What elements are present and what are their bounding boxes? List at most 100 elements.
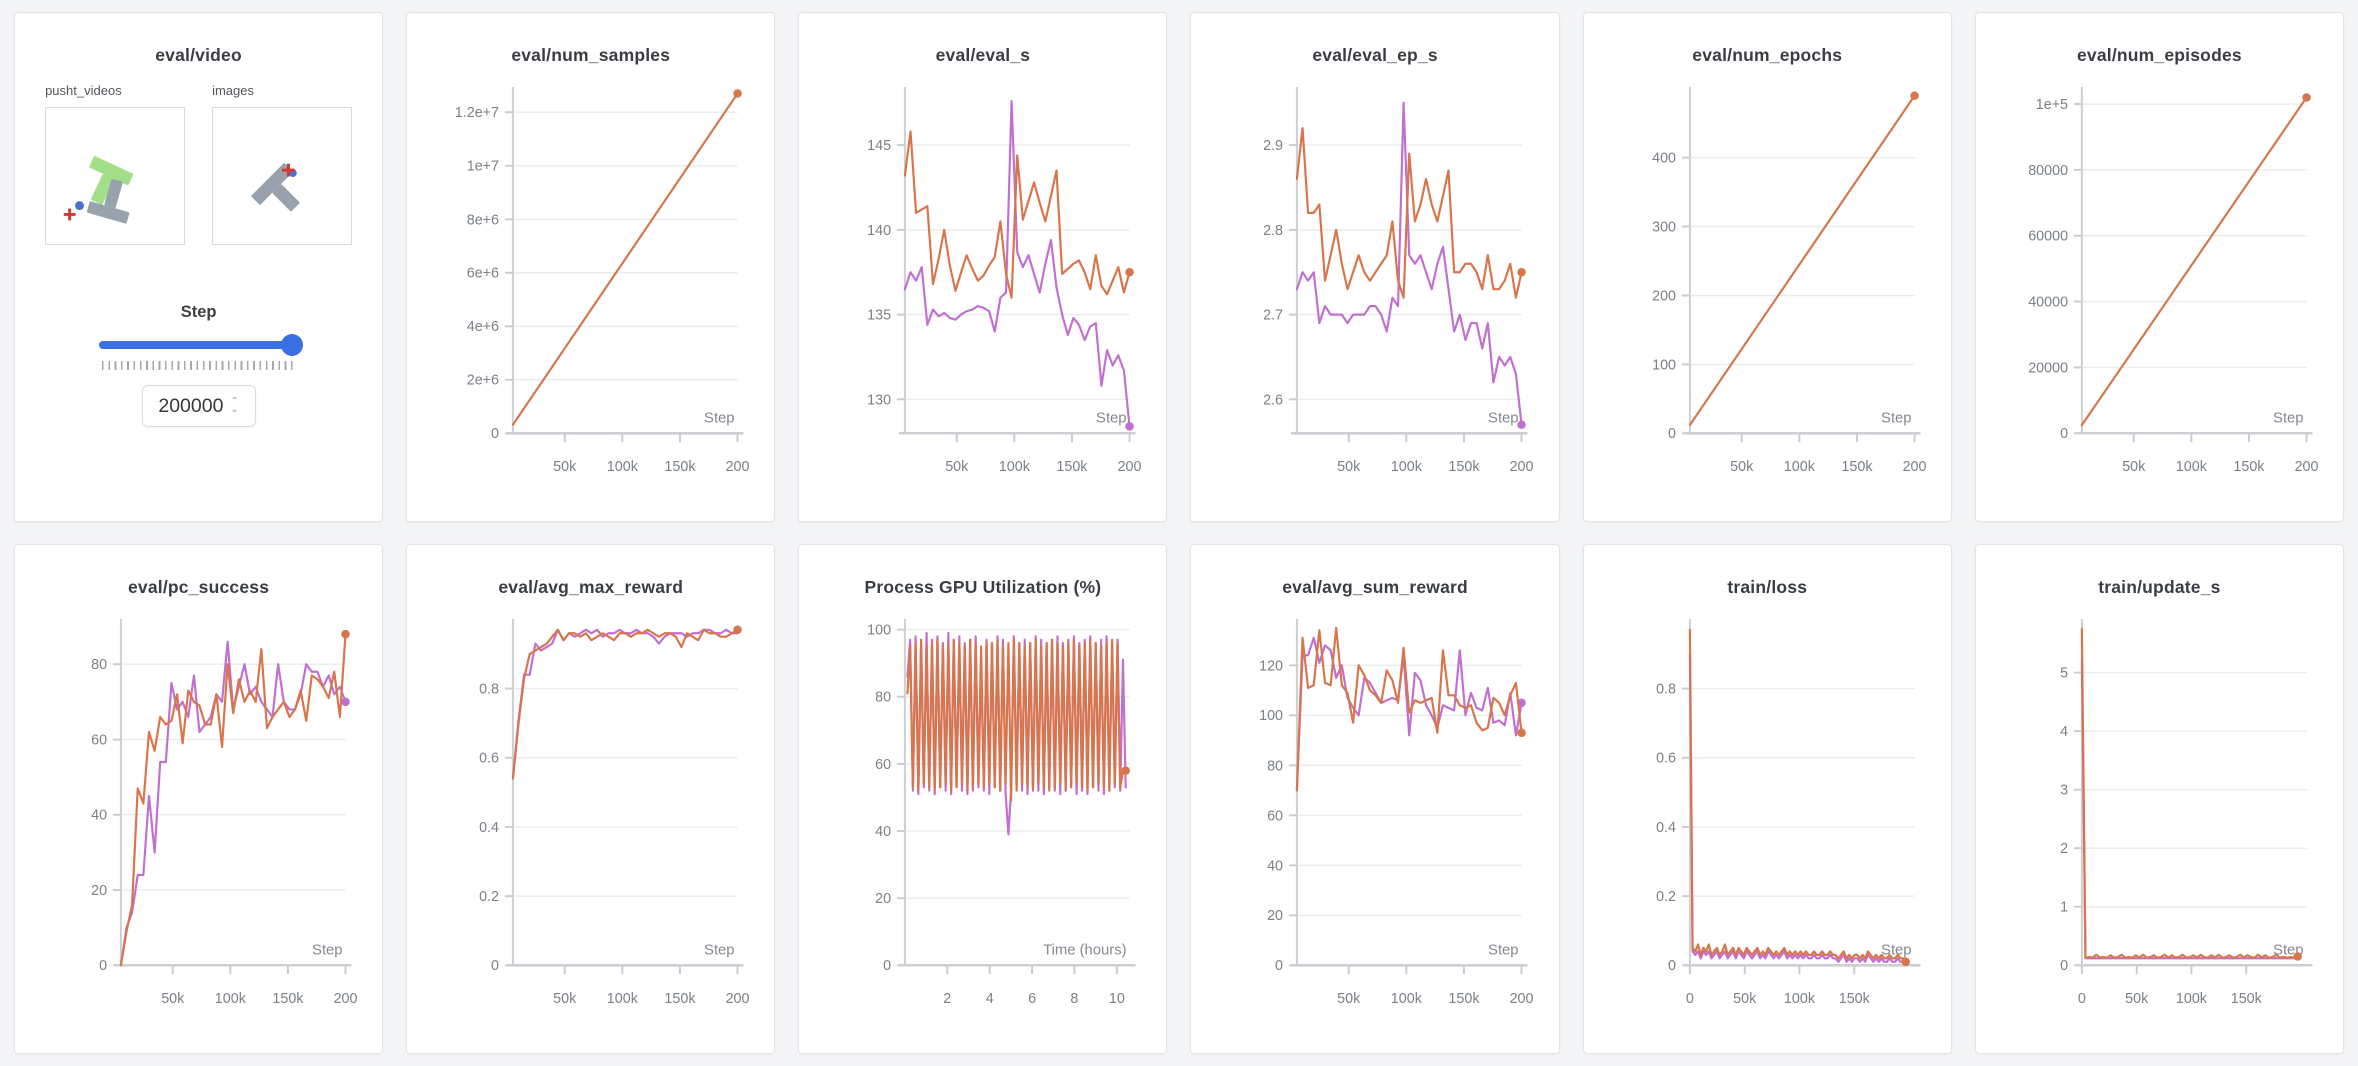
svg-text:Step: Step <box>2273 410 2304 426</box>
svg-text:60: 60 <box>91 732 107 748</box>
svg-text:Step: Step <box>1881 410 1912 426</box>
svg-text:200: 200 <box>1118 459 1142 475</box>
panel-eval-eval-ep-s: eval/eval_ep_s 2.6 2.7 2.8 2.9 50k 100k 150k 20… <box>1190 12 1560 522</box>
chevron-down-icon[interactable]: ⌄ <box>230 404 239 415</box>
svg-text:0: 0 <box>1276 958 1284 974</box>
slider-track[interactable] <box>98 341 299 349</box>
panel-train-update-s: train/update_s 0 1 2 3 4 5 0 50k 100k 150k Step <box>1974 544 2344 1054</box>
svg-text:60: 60 <box>1268 808 1284 824</box>
svg-text:40: 40 <box>875 824 891 840</box>
svg-text:150k: 150k <box>1449 459 1481 475</box>
slider-thumb[interactable] <box>280 334 303 356</box>
svg-text:50k: 50k <box>161 991 185 1007</box>
panel-title: eval/eval_s <box>935 45 1031 65</box>
line-chart[interactable]: 0 100 200 300 400 50k 100k 150k 200 Step <box>1584 77 1951 505</box>
panel-eval-num-episodes: eval/num_episodes 0 20000 40000 60000 80000 1… <box>1974 12 2344 522</box>
svg-text:0: 0 <box>2078 991 2086 1007</box>
chevron-up-icon[interactable]: ⌃ <box>230 396 239 407</box>
svg-text:100: 100 <box>1260 708 1284 724</box>
goal-t-block <box>89 156 134 205</box>
svg-text:100k: 100k <box>1783 459 1815 475</box>
panel-title: eval/num_episodes <box>2076 45 2242 65</box>
svg-text:0: 0 <box>491 958 499 974</box>
svg-text:50k: 50k <box>1338 459 1362 475</box>
svg-text:40000: 40000 <box>2028 294 2068 310</box>
svg-text:50k: 50k <box>553 991 577 1007</box>
svg-text:200: 200 <box>1510 459 1534 475</box>
panel-gpu-utilization: Process GPU Utilization (%) 0 20 40 60 80 100… <box>798 544 1168 1054</box>
svg-text:100k: 100k <box>2176 991 2208 1007</box>
pusht-env-frame <box>63 156 134 224</box>
target-cross-icon <box>282 163 295 177</box>
svg-text:0.6: 0.6 <box>1656 751 1676 767</box>
svg-text:0: 0 <box>2060 426 2068 442</box>
svg-text:200: 200 <box>2294 459 2318 475</box>
slider-tick-ruler <box>101 361 296 370</box>
svg-text:200: 200 <box>726 991 750 1007</box>
agent-dot <box>75 201 85 210</box>
svg-text:40: 40 <box>91 808 107 824</box>
image-thumbnail[interactable] <box>212 107 353 245</box>
svg-text:Step: Step <box>704 942 735 958</box>
panel-title: eval/eval_ep_s <box>1312 45 1438 65</box>
line-chart[interactable]: 0 20 40 60 80 100 2 4 6 8 10 Time (hours) <box>799 609 1166 1037</box>
svg-text:50k: 50k <box>2122 459 2146 475</box>
svg-text:5: 5 <box>2060 666 2068 682</box>
media-thumb-images: images <box>212 83 353 245</box>
svg-text:100k: 100k <box>2176 459 2208 475</box>
svg-text:0.4: 0.4 <box>1656 820 1676 836</box>
step-input[interactable]: 200000 ⌃ ⌄ <box>141 385 256 427</box>
svg-text:400: 400 <box>1652 151 1676 167</box>
svg-text:20: 20 <box>875 891 891 907</box>
video-thumbnail[interactable] <box>45 107 186 245</box>
line-chart[interactable]: 130 135 140 145 50k 100k 150k 200 Step <box>799 77 1166 505</box>
svg-text:10: 10 <box>1109 991 1125 1007</box>
svg-text:2: 2 <box>944 991 952 1007</box>
svg-text:140: 140 <box>867 223 891 239</box>
svg-text:0: 0 <box>883 958 891 974</box>
svg-text:0: 0 <box>1686 991 1694 1007</box>
step-slider[interactable] <box>98 334 303 356</box>
svg-text:100k: 100k <box>999 459 1031 475</box>
svg-text:150k: 150k <box>1057 459 1089 475</box>
svg-text:100k: 100k <box>215 991 247 1007</box>
svg-text:135: 135 <box>867 308 891 324</box>
pusht-env-frame <box>251 163 300 212</box>
line-chart[interactable]: 0 20000 40000 60000 80000 1e+5 50k 100k 150k 200 S… <box>1976 77 2343 505</box>
line-chart[interactable]: 0 20 40 60 80 100 120 50k 100k 150k 200 Step <box>1191 609 1558 1037</box>
line-chart[interactable]: 0 2e+6 4e+6 6e+6 8e+6 1e+7 1.2e+7 50k 100k 150k 20… <box>407 77 774 505</box>
svg-text:150k: 150k <box>665 991 697 1007</box>
panel-title: eval/num_epochs <box>1692 45 1843 65</box>
svg-text:80000: 80000 <box>2028 163 2068 179</box>
panel-title: train/loss <box>1727 577 1808 597</box>
svg-text:150k: 150k <box>2233 459 2265 475</box>
svg-text:130: 130 <box>867 392 891 408</box>
svg-text:100k: 100k <box>1784 991 1816 1007</box>
svg-text:Step: Step <box>1489 942 1520 958</box>
panel-eval-num-epochs: eval/num_epochs 0 100 200 300 400 50k 100k 150k… <box>1582 12 1952 522</box>
svg-text:0: 0 <box>1668 958 1676 974</box>
gray-t-block <box>251 163 300 212</box>
stepper-arrows[interactable]: ⌃ ⌄ <box>230 396 239 415</box>
panel-eval-avg-max-reward: eval/avg_max_reward 0 0.2 0.4 0.6 0.8 50k 100k… <box>406 544 776 1054</box>
svg-text:0.4: 0.4 <box>479 820 499 836</box>
panel-eval-video: eval/video pusht_videos <box>14 12 384 522</box>
line-chart[interactable]: 0 20 40 60 80 50k 100k 150k 200 Step <box>15 609 382 1037</box>
svg-text:2e+6: 2e+6 <box>467 373 499 389</box>
step-value[interactable]: 200000 <box>158 394 224 417</box>
line-chart[interactable]: 2.6 2.7 2.8 2.9 50k 100k 150k 200 Step <box>1191 77 1558 505</box>
svg-text:Step: Step <box>1489 410 1520 426</box>
svg-text:20: 20 <box>1268 908 1284 924</box>
svg-text:100k: 100k <box>1391 991 1423 1007</box>
line-chart[interactable]: 0 0.2 0.4 0.6 0.8 50k 100k 150k 200 Step <box>407 609 774 1037</box>
svg-text:4: 4 <box>2060 724 2068 740</box>
svg-text:2: 2 <box>2060 841 2068 857</box>
panel-title: Process GPU Utilization (%) <box>864 577 1102 597</box>
svg-text:4: 4 <box>986 991 994 1007</box>
panel-eval-avg-sum-reward: eval/avg_sum_reward 0 20 40 60 80 100 120 50k 10… <box>1190 544 1560 1054</box>
svg-text:50k: 50k <box>946 459 970 475</box>
svg-text:200: 200 <box>334 991 358 1007</box>
svg-text:1e+7: 1e+7 <box>467 159 499 175</box>
